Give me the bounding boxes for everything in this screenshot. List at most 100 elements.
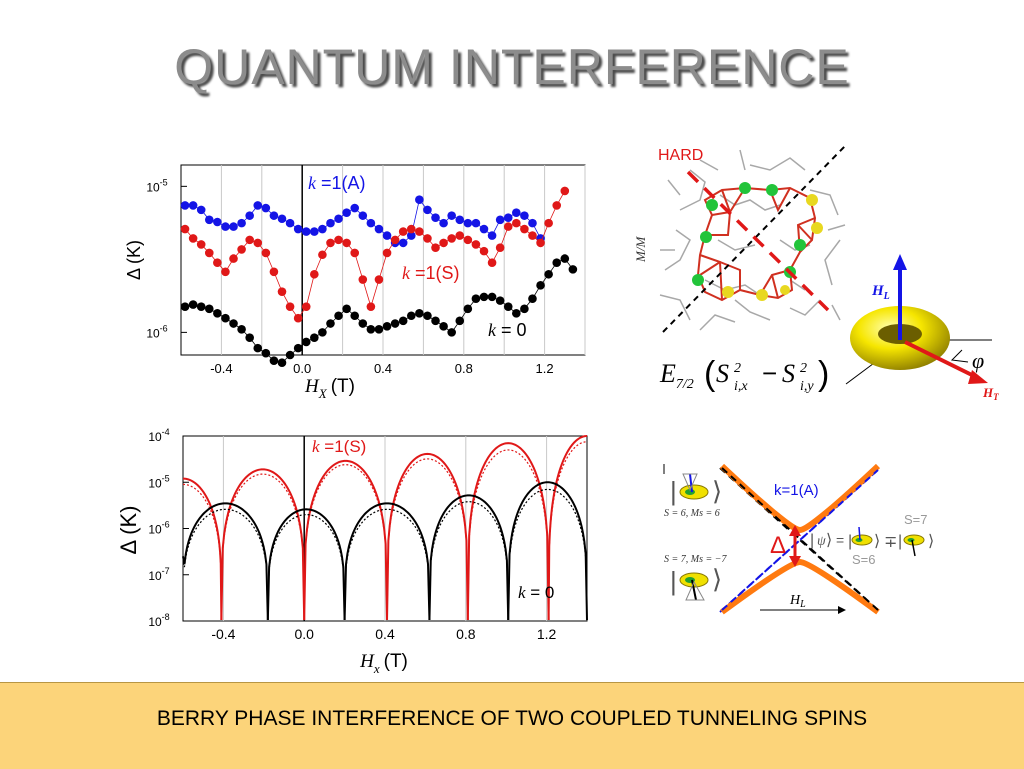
data-point-red bbox=[310, 269, 319, 279]
chart-top-xlabel: HX (T) bbox=[304, 376, 355, 401]
data-point-black bbox=[180, 302, 190, 311]
ht-arrowhead bbox=[968, 370, 988, 384]
data-point-black bbox=[350, 311, 360, 321]
gap-arrowhead-up bbox=[789, 525, 801, 536]
chart-bottom-ytick-label: 10-4 bbox=[148, 427, 169, 444]
data-point-black bbox=[487, 292, 497, 302]
psi-ket-close: ⟩ bbox=[826, 532, 832, 549]
data-point-blue bbox=[415, 195, 424, 205]
data-point-red bbox=[431, 243, 440, 253]
energy-formula: E7/2 ( S 2 i,x − S 2 i,y ) bbox=[659, 355, 829, 394]
data-point-red bbox=[204, 248, 214, 258]
data-point-red bbox=[334, 235, 343, 245]
data-point-blue bbox=[512, 208, 521, 217]
ht-label: HT bbox=[982, 385, 999, 402]
molecule-ligands bbox=[659, 149, 846, 331]
diabatic-blue-overlay bbox=[721, 469, 879, 611]
data-point-red bbox=[253, 238, 263, 248]
data-point-red bbox=[196, 240, 206, 249]
hl-arrowhead bbox=[893, 254, 907, 270]
data-point-blue bbox=[471, 218, 481, 228]
curve-black-solid bbox=[507, 481, 588, 621]
spin-icon-mid2-core bbox=[907, 538, 915, 542]
data-point-black bbox=[358, 319, 368, 328]
data-point-black bbox=[374, 324, 384, 334]
angle-mark bbox=[950, 349, 969, 363]
data-point-red bbox=[479, 246, 489, 256]
spin-icon-mid1-core bbox=[855, 538, 863, 542]
data-point-blue bbox=[301, 227, 311, 236]
ht-arrow bbox=[904, 340, 979, 380]
formula-sub1: i,x bbox=[734, 379, 748, 394]
data-point-black bbox=[229, 319, 238, 328]
formula-e: E7/2 bbox=[659, 359, 694, 392]
lower-level bbox=[720, 558, 880, 615]
chart-top: -0.4 0.0 0.4 0.8 1.2 10-5 10-6 HX (T) Δ (K) k … bbox=[124, 164, 586, 401]
data-point-blue bbox=[366, 218, 376, 228]
formula-s2: S bbox=[782, 359, 795, 388]
data-point-red bbox=[229, 254, 238, 263]
data-point-red bbox=[277, 287, 287, 296]
chart-bottom-ytick-label: 10-5 bbox=[148, 473, 169, 490]
formula-paren-left: ( bbox=[704, 355, 716, 393]
data-point-red bbox=[237, 245, 246, 254]
chart-bottom-ytick-label: 10-7 bbox=[148, 566, 169, 583]
ket2-close: ⟩ bbox=[928, 533, 934, 550]
data-point-blue bbox=[188, 201, 198, 210]
ket2-open: | bbox=[898, 533, 902, 550]
data-point-blue bbox=[253, 201, 263, 210]
data-point-black bbox=[301, 337, 311, 347]
curve-red-dotted bbox=[182, 483, 222, 621]
legend-k1s: k =1(S) bbox=[402, 263, 460, 283]
data-point-red bbox=[512, 218, 521, 228]
data-point-blue bbox=[374, 224, 384, 234]
formula-sup1: 2 bbox=[734, 361, 741, 376]
data-point-blue bbox=[439, 218, 448, 228]
data-point-black bbox=[269, 356, 279, 365]
data-point-blue bbox=[213, 217, 222, 227]
chart-bottom-xtick-label: 1.2 bbox=[537, 626, 557, 642]
chart-top-ytick-label: 10-5 bbox=[146, 177, 167, 194]
curve-black-dotted bbox=[182, 508, 269, 621]
data-point-blue bbox=[204, 215, 214, 225]
data-point-blue bbox=[398, 238, 408, 248]
data-point-red bbox=[366, 302, 376, 311]
data-point-black bbox=[552, 258, 562, 268]
data-point-black bbox=[520, 304, 529, 314]
data-point-red bbox=[245, 235, 254, 245]
curve-red-dotted bbox=[220, 473, 305, 621]
data-point-red bbox=[423, 234, 432, 243]
data-point-red bbox=[487, 258, 497, 268]
chart-bottom-xtick-label: 0.8 bbox=[456, 626, 476, 642]
chart-bottom-ylabel: Δ (K) bbox=[116, 506, 141, 555]
state-bottom-label: S = 7, Ms = −7 bbox=[664, 554, 727, 565]
data-point-black bbox=[245, 333, 254, 342]
ket1-close: ⟩ bbox=[874, 533, 880, 550]
data-point-blue bbox=[318, 224, 327, 234]
ket-close-top: ⟩ bbox=[712, 476, 722, 506]
chart-bottom-xtick-label: 0.0 bbox=[294, 626, 314, 642]
curve-red-solid bbox=[182, 477, 223, 621]
legend2-k0: k = 0 bbox=[518, 583, 554, 602]
curve-red-dotted bbox=[303, 464, 388, 621]
data-point-blue bbox=[487, 231, 497, 240]
data-point-blue bbox=[431, 213, 440, 222]
data-point-black bbox=[528, 294, 537, 304]
data-point-red bbox=[536, 238, 545, 248]
data-point-black bbox=[326, 319, 335, 328]
data-point-blue bbox=[350, 203, 360, 213]
curve-red-dotted bbox=[467, 449, 550, 621]
curve-black-dotted bbox=[507, 488, 588, 621]
chart-bottom: -0.4 0.0 0.4 0.8 1.2 10-4 10-5 10-6 10-7 10-8 Hx… bbox=[116, 427, 588, 676]
data-point-red bbox=[213, 258, 222, 268]
data-point-black bbox=[261, 348, 271, 358]
data-point-black bbox=[293, 343, 303, 353]
curve-red-solid bbox=[386, 452, 469, 621]
chart-top-ytick-label: 10-6 bbox=[146, 323, 167, 340]
data-point-red bbox=[188, 234, 198, 243]
spin-icon-mid1-arrow bbox=[858, 526, 861, 541]
data-point-black bbox=[237, 324, 246, 334]
data-point-blue bbox=[334, 214, 343, 224]
data-point-red bbox=[318, 250, 327, 260]
data-point-blue bbox=[196, 205, 206, 215]
